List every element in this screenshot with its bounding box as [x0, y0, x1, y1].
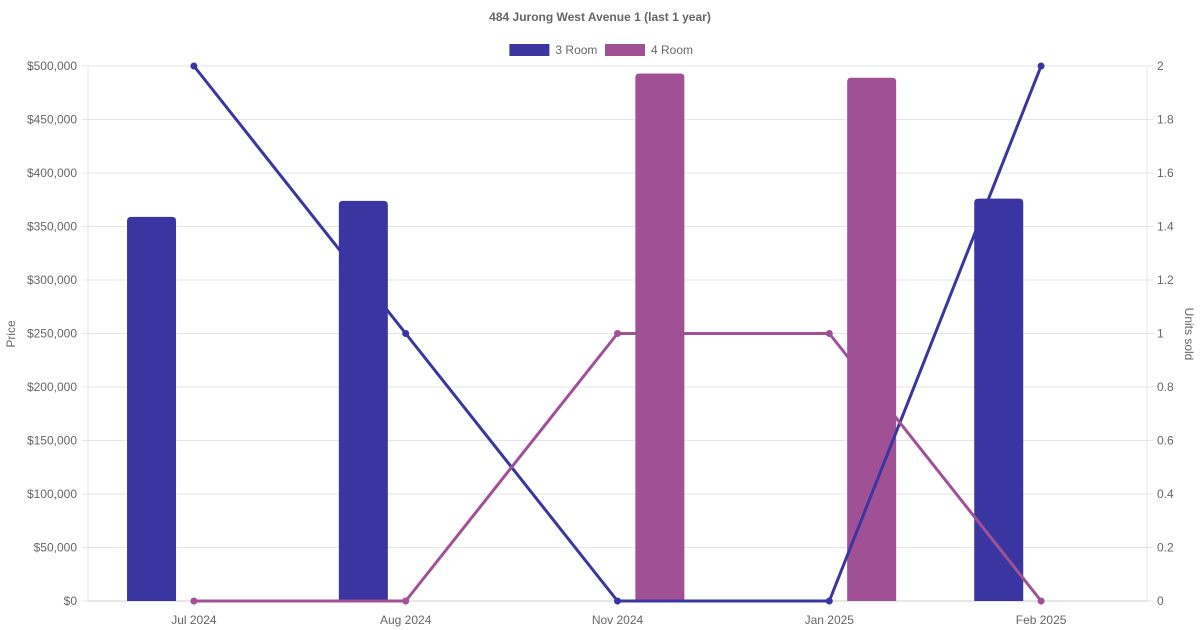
left-tick-label: $350,000	[27, 220, 77, 234]
right-axis-title: Units sold	[1182, 308, 1196, 361]
point-units-4-room-1[interactable]	[402, 597, 410, 605]
right-tick-label: 0.2	[1157, 541, 1174, 555]
legend-label: 4 Room	[651, 43, 693, 57]
right-tick-label: 1.2	[1157, 273, 1174, 287]
left-tick-label: $50,000	[34, 541, 78, 555]
left-axis-title: Price	[4, 320, 18, 348]
right-tick-label: 0.6	[1157, 434, 1174, 448]
legend-swatch	[509, 44, 550, 56]
legend[interactable]: 3 Room 4 Room	[509, 43, 693, 57]
point-units-4-room-4[interactable]	[1037, 597, 1045, 605]
bars-layer	[127, 73, 1024, 602]
left-tick-label: $0	[64, 594, 78, 608]
right-axis: 0 0.2 0.4 0.6 0.8 1 1.2 1.4 1.6 1.8 2	[1147, 59, 1174, 608]
x-axis: Jul 2024 Aug 2024 Nov 2024 Jan 2025 Feb 2025	[171, 601, 1067, 627]
left-tick-label: $100,000	[27, 487, 77, 501]
bar-4-room-2[interactable]	[635, 73, 685, 602]
x-tick-label: Aug 2024	[380, 613, 432, 627]
lines-layer	[190, 62, 1045, 605]
left-tick-label: $500,000	[27, 59, 77, 73]
left-tick-label: $400,000	[27, 166, 77, 180]
right-tick-label: 1	[1157, 327, 1164, 341]
left-tick-label: $250,000	[27, 327, 77, 341]
point-units-4-room-3[interactable]	[825, 330, 833, 337]
point-units-4-room-2[interactable]	[614, 330, 621, 337]
left-tick-label: $450,000	[27, 113, 77, 127]
right-tick-label: 0.4	[1157, 487, 1174, 501]
right-tick-label: 2	[1157, 59, 1164, 73]
x-tick-label: Feb 2025	[1016, 613, 1067, 627]
left-axis: $0 $50,000 $100,000 $150,000 $200,000 $250,00…	[27, 59, 88, 608]
bar-3-room-1[interactable]	[338, 200, 388, 601]
point-units-3-room-2[interactable]	[614, 597, 621, 605]
legend-swatch	[605, 44, 645, 56]
point-units-3-room-3[interactable]	[825, 597, 833, 605]
chart-title: 484 Jurong West Avenue 1 (last 1 year)	[489, 10, 711, 24]
left-tick-label: $150,000	[27, 434, 77, 448]
legend-item-4-room[interactable]: 4 Room	[605, 43, 693, 57]
left-tick-label: $200,000	[27, 380, 77, 394]
point-units-3-room-4[interactable]	[1037, 62, 1045, 70]
bar-3-room-0[interactable]	[127, 216, 177, 601]
x-tick-label: Jan 2025	[805, 613, 855, 627]
bar-4-room-3[interactable]	[847, 77, 897, 601]
bar-3-room-4[interactable]	[974, 198, 1024, 601]
right-tick-label: 1.8	[1157, 113, 1174, 127]
right-tick-label: 0.8	[1157, 380, 1174, 394]
x-tick-label: Nov 2024	[592, 613, 644, 627]
point-units-3-room-0[interactable]	[190, 62, 198, 70]
point-units-3-room-1[interactable]	[402, 330, 410, 337]
legend-label: 3 Room	[555, 43, 597, 57]
right-tick-label: 1.4	[1157, 220, 1174, 234]
line-units-4-room	[193, 332, 1043, 603]
left-tick-label: $300,000	[27, 273, 77, 287]
right-tick-label: 1.6	[1157, 166, 1174, 180]
right-tick-label: 0	[1157, 594, 1164, 608]
legend-item-3-room[interactable]: 3 Room	[509, 43, 597, 57]
x-tick-label: Jul 2024	[171, 613, 217, 627]
point-units-4-room-0[interactable]	[190, 597, 198, 605]
